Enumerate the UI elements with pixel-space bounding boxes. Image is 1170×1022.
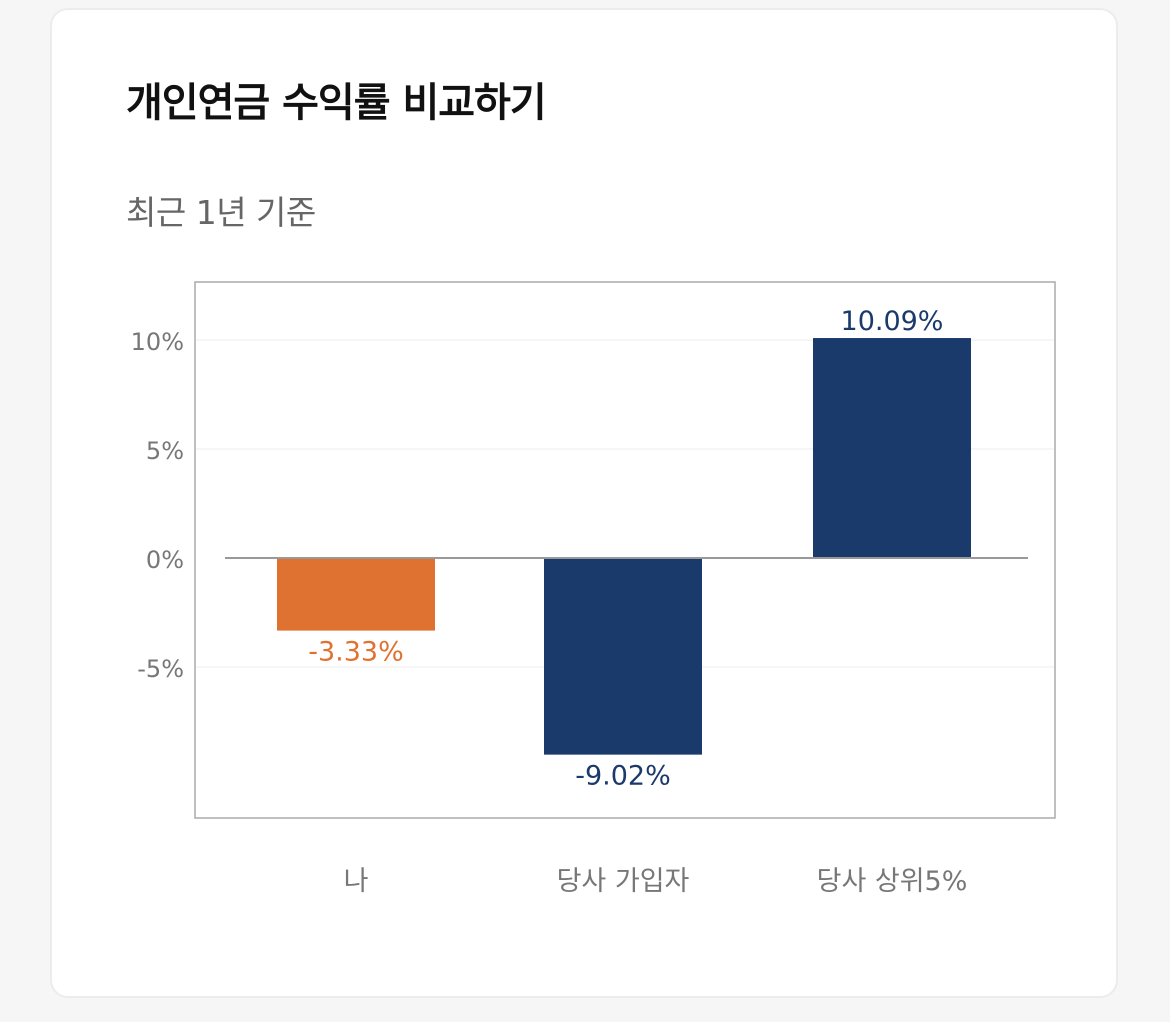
card-title: 개인연금 수익률 비교하기: [126, 80, 547, 126]
bar-2: [813, 338, 971, 558]
x-category-label: 당사 가입자: [557, 866, 690, 897]
value-label: -9.02%: [575, 761, 671, 792]
y-tick-label: -5%: [137, 655, 184, 683]
value-label: -3.33%: [308, 637, 404, 668]
y-tick-label: 10%: [131, 328, 184, 356]
x-category-label: 당사 상위5%: [817, 866, 968, 897]
bar-0: [277, 558, 435, 631]
card-subtitle: 최근 1년 기준: [126, 193, 316, 232]
value-label: 10.09%: [841, 306, 944, 337]
bar-1: [544, 558, 702, 755]
y-tick-label: 5%: [146, 437, 184, 465]
x-category-label: 나: [344, 866, 369, 897]
y-tick-label: 0%: [146, 546, 184, 574]
